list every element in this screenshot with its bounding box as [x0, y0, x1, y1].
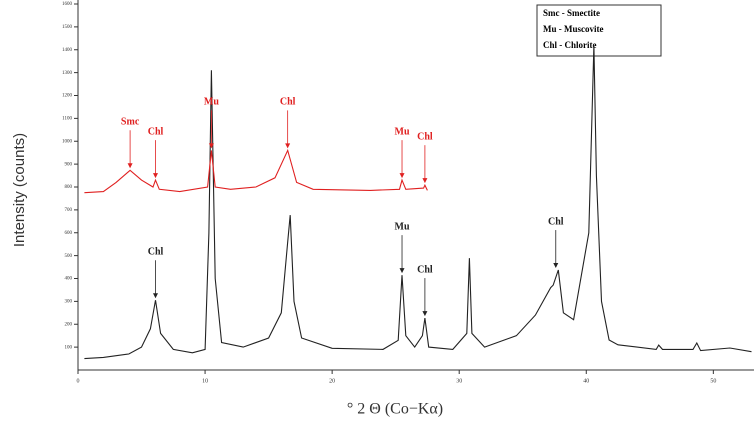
- annotation-arrowhead: [208, 143, 214, 149]
- y-tick-label: 400: [65, 277, 73, 282]
- annotation-label: Chl: [280, 97, 296, 108]
- x-tick-label: 0: [77, 378, 80, 384]
- x-tick-label: 20: [329, 378, 335, 384]
- annotation-arrowhead: [399, 173, 405, 179]
- x-tick-label: 50: [710, 378, 716, 384]
- y-tick-label: 600: [65, 231, 73, 236]
- y-tick-label: 700: [65, 208, 73, 213]
- annotation-arrowhead: [422, 178, 428, 184]
- xrd-line: [84, 148, 428, 194]
- x-tick-label: 30: [456, 378, 462, 384]
- y-tick-label: 1100: [62, 117, 72, 122]
- y-axis-label: Intensity (counts): [11, 133, 28, 247]
- legend-text: Mu - Muscovite: [543, 24, 604, 34]
- annotation-label: Chl: [148, 247, 164, 258]
- y-tick-label: 1300: [62, 71, 73, 76]
- y-tick-label: 500: [65, 254, 73, 259]
- xrd-line: [84, 45, 752, 360]
- annotation-arrowhead: [285, 143, 291, 149]
- annotation-arrowhead: [153, 173, 159, 179]
- y-tick-label: 800: [65, 185, 73, 190]
- annotation-arrowhead: [553, 263, 559, 269]
- annotation-label: Mu: [395, 126, 410, 137]
- annotation-arrowhead: [399, 268, 405, 274]
- annotation-label: Mu: [204, 97, 219, 108]
- y-tick-label: 1400: [62, 48, 73, 53]
- annotation-label: Chl: [417, 264, 433, 275]
- annotation-label: Chl: [148, 126, 164, 137]
- x-axis-label: ° 2 Θ (Co−Kα): [347, 401, 443, 418]
- y-tick-label: 1200: [62, 94, 73, 99]
- y-tick-label: 900: [65, 162, 73, 167]
- x-tick-label: 10: [202, 378, 208, 384]
- annotation-label: Chl: [417, 131, 433, 142]
- legend-text: Chl - Chlorite: [543, 40, 597, 50]
- annotation-label: Smc: [121, 117, 140, 128]
- x-tick-label: 40: [583, 378, 589, 384]
- y-tick-label: 200: [65, 322, 73, 327]
- y-tick-label: 100: [65, 345, 73, 350]
- annotation-label: Mu: [395, 221, 410, 232]
- legend-box: [536, 4, 662, 57]
- y-tick-label: 1500: [62, 25, 73, 30]
- annotation-label: Chl: [548, 216, 564, 227]
- annotation-arrowhead: [153, 293, 159, 299]
- legend-text: Smc - Smectite: [543, 8, 600, 18]
- annotation-arrowhead: [422, 311, 428, 317]
- y-tick-label: 300: [65, 300, 73, 305]
- y-tick-label: 1600: [62, 2, 73, 7]
- y-tick-label: 1000: [62, 139, 73, 144]
- annotation-arrowhead: [127, 163, 133, 169]
